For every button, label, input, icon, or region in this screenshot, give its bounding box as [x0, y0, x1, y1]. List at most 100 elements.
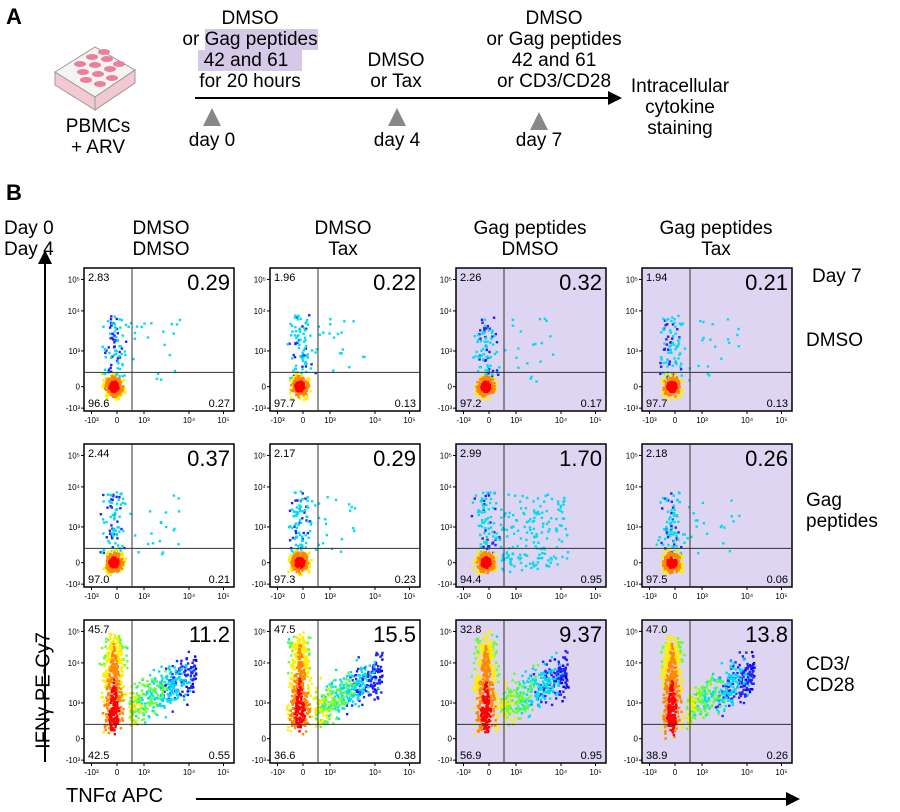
event-point: [534, 545, 537, 548]
event-point: [104, 703, 107, 706]
event-point: [679, 551, 683, 555]
event-point: [697, 551, 700, 555]
event-point: [678, 556, 681, 559]
event-point: [110, 668, 113, 671]
event-point: [671, 550, 674, 554]
event-point: [160, 552, 164, 556]
event-point: [294, 661, 297, 665]
event-point: [110, 655, 114, 658]
event-point: [379, 665, 383, 669]
event-point: [116, 651, 120, 654]
event-point: [374, 678, 377, 681]
event-point: [159, 520, 163, 524]
event-point: [485, 568, 489, 572]
y-tick-label: 0: [448, 383, 453, 392]
x-tick-label: 0: [301, 416, 306, 425]
event-point: [138, 711, 141, 714]
event-point: [117, 636, 121, 639]
event-point: [477, 553, 480, 557]
event-point: [289, 644, 292, 647]
y-tick-label: 10⁴: [626, 307, 639, 316]
event-point: [674, 395, 677, 398]
event-point: [667, 317, 670, 321]
event-point: [699, 319, 702, 323]
event-point: [498, 538, 502, 541]
event-point: [719, 525, 723, 529]
event-point: [290, 683, 293, 686]
event-point: [540, 556, 544, 560]
event-point: [140, 718, 144, 722]
event-point: [156, 693, 160, 697]
event-point: [119, 549, 122, 552]
event-point: [486, 571, 489, 575]
event-point: [549, 561, 552, 564]
event-point: [338, 703, 341, 707]
event-point: [184, 669, 187, 672]
event-point: [114, 339, 117, 342]
event-point: [484, 336, 488, 340]
event-point: [708, 374, 711, 377]
event-point: [484, 557, 487, 561]
event-point: [328, 705, 331, 709]
event-point: [489, 521, 492, 524]
event-point: [351, 700, 355, 703]
event-point: [175, 659, 179, 663]
event-point: [501, 567, 504, 571]
event-point: [354, 677, 358, 681]
event-point: [119, 690, 122, 694]
event-point: [308, 314, 311, 317]
event-point: [354, 684, 358, 688]
event-point: [109, 642, 112, 646]
event-point: [517, 366, 520, 369]
event-point: [153, 697, 157, 700]
well-plate-icon: [54, 46, 136, 111]
event-point: [369, 680, 373, 683]
day7-header: Day 7: [812, 266, 862, 287]
event-point: [103, 387, 107, 390]
event-point: [296, 639, 300, 643]
event-point: [488, 329, 491, 332]
event-point: [193, 665, 197, 668]
event-point: [288, 557, 291, 561]
event-point: [111, 393, 114, 396]
event-point: [119, 675, 122, 679]
event-point: [322, 331, 325, 334]
event-point: [308, 560, 311, 563]
event-point: [673, 375, 677, 378]
event-point: [168, 665, 171, 668]
event-point: [304, 546, 307, 549]
event-point: [297, 551, 301, 554]
event-point: [661, 390, 664, 394]
x-tick-label: -10³: [456, 416, 471, 425]
event-point: [327, 703, 331, 706]
col2-line2: Tax: [328, 239, 358, 260]
event-point: [117, 706, 120, 710]
event-point: [680, 389, 684, 393]
event-point: [121, 363, 124, 367]
event-point: [293, 525, 296, 528]
event-point: [193, 669, 196, 672]
event-point: [326, 692, 330, 696]
event-point: [290, 654, 293, 657]
event-point: [129, 321, 133, 325]
event-point: [123, 560, 126, 564]
event-point: [108, 532, 112, 535]
event-point: [325, 533, 329, 537]
event-point: [482, 347, 485, 351]
event-point: [305, 565, 308, 568]
event-point: [143, 704, 147, 708]
event-point: [111, 546, 114, 549]
event-point: [101, 518, 105, 521]
event-point: [321, 706, 325, 710]
event-point: [154, 677, 157, 680]
event-point: [121, 501, 125, 505]
event-point: [293, 380, 296, 383]
event-point: [150, 532, 153, 535]
event-point: [105, 713, 108, 716]
panel-a-letter: A: [6, 4, 22, 29]
quadrant-lr-value: 0.55: [209, 750, 230, 762]
row-label-dmso: DMSO: [806, 330, 863, 351]
event-point: [113, 656, 117, 660]
panel-b-letter: B: [6, 180, 22, 205]
event-point: [295, 513, 298, 516]
